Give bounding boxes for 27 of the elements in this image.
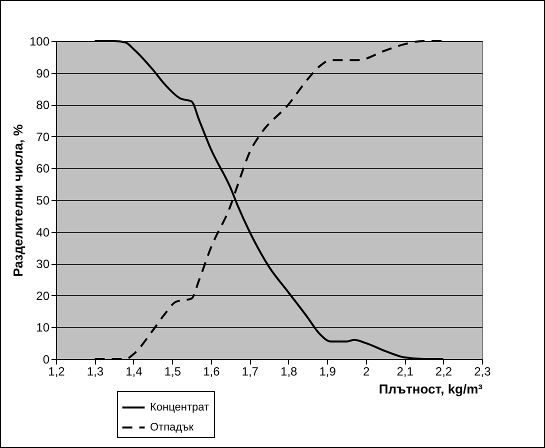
y-tick-label: 80: [36, 98, 50, 112]
x-tick-label: 1,2: [48, 364, 66, 378]
x-tick-label: 1,7: [242, 364, 259, 378]
y-tick-label: 70: [36, 130, 50, 144]
y-tick-label: 60: [36, 162, 50, 176]
y-tick-label: 50: [36, 194, 50, 208]
y-tick-label: 100: [29, 34, 50, 48]
x-tick-label: 1,4: [126, 364, 143, 378]
y-tick-label: 30: [36, 257, 50, 272]
legend-label: Концентрат: [150, 402, 210, 414]
x-tick-label: 1,6: [203, 364, 220, 378]
y-tick-label: 0: [42, 352, 50, 366]
x-tick-label: 1,9: [319, 364, 336, 378]
y-tick-label: 10: [36, 320, 50, 335]
x-tick-label: 1,3: [86, 364, 104, 378]
y-axis-title: Разделителни числа, %: [10, 124, 26, 277]
x-tick-label: 2: [362, 364, 370, 378]
x-axis-title: Плътност, kg/m³: [378, 382, 484, 396]
y-tick-label: 20: [36, 288, 50, 303]
y-tick-label: 90: [36, 66, 50, 80]
legend-label: Отпадък: [150, 422, 194, 434]
x-tick-label: 2,3: [474, 364, 492, 378]
y-tick-label: 40: [36, 225, 50, 240]
x-tick-label: 1,8: [280, 364, 298, 378]
x-tick-label: 2,2: [435, 364, 452, 378]
x-tick-label: 2,1: [396, 364, 414, 378]
x-tick-label: 1,5: [164, 364, 182, 378]
